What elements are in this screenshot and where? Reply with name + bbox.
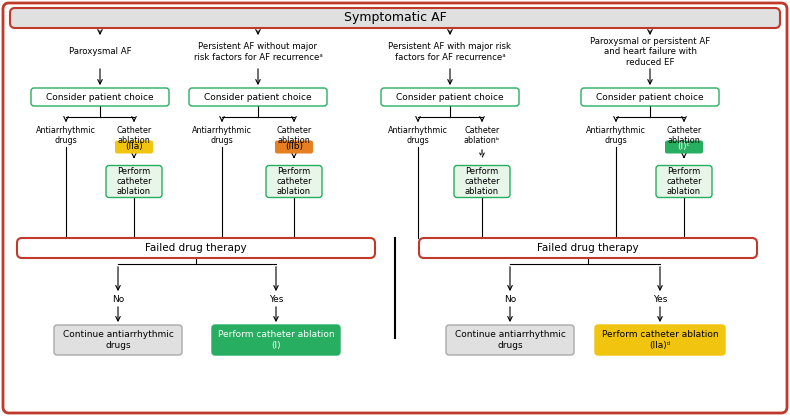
- FancyBboxPatch shape: [106, 166, 162, 198]
- Text: Failed drug therapy: Failed drug therapy: [537, 243, 639, 253]
- FancyBboxPatch shape: [17, 238, 375, 258]
- FancyBboxPatch shape: [656, 166, 712, 198]
- Text: Perform
catheter
ablation: Perform catheter ablation: [465, 166, 500, 196]
- Text: Consider patient choice: Consider patient choice: [397, 92, 504, 102]
- Text: Yes: Yes: [653, 295, 668, 304]
- FancyBboxPatch shape: [189, 88, 327, 106]
- Text: No: No: [112, 295, 124, 304]
- FancyBboxPatch shape: [212, 325, 340, 355]
- Text: Persistent AF with major risk
factors for AF recurrenceᵃ: Persistent AF with major risk factors fo…: [389, 42, 511, 62]
- FancyBboxPatch shape: [419, 238, 757, 258]
- Text: Antiarrhythmic
drugs: Antiarrhythmic drugs: [388, 126, 448, 146]
- Text: Antiarrhythmic
drugs: Antiarrhythmic drugs: [192, 126, 252, 146]
- Text: Catheter
ablationᵇ: Catheter ablationᵇ: [464, 126, 500, 146]
- FancyBboxPatch shape: [275, 141, 313, 154]
- Text: Perform
catheter
ablation: Perform catheter ablation: [116, 166, 152, 196]
- Text: Paroxysmal AF: Paroxysmal AF: [69, 47, 131, 57]
- Text: Continue antiarrhythmic
drugs: Continue antiarrhythmic drugs: [454, 330, 566, 350]
- FancyBboxPatch shape: [10, 8, 780, 28]
- Text: Paroxysmal or persistent AF
and heart failure with
reduced EF: Paroxysmal or persistent AF and heart fa…: [590, 37, 710, 67]
- Text: Catheter
ablation: Catheter ablation: [116, 126, 152, 146]
- FancyBboxPatch shape: [595, 325, 725, 355]
- Text: Consider patient choice: Consider patient choice: [596, 92, 704, 102]
- Text: Perform
catheter
ablation: Perform catheter ablation: [666, 166, 702, 196]
- Text: Consider patient choice: Consider patient choice: [204, 92, 312, 102]
- Text: Antiarrhythmic
drugs: Antiarrhythmic drugs: [586, 126, 646, 146]
- Text: Continue antiarrhythmic
drugs: Continue antiarrhythmic drugs: [62, 330, 174, 350]
- FancyBboxPatch shape: [446, 325, 574, 355]
- FancyBboxPatch shape: [381, 88, 519, 106]
- Text: (IIb): (IIb): [285, 143, 303, 151]
- Text: (I)ᶜ: (I)ᶜ: [678, 143, 690, 151]
- Text: Antiarrhythmic
drugs: Antiarrhythmic drugs: [36, 126, 96, 146]
- FancyBboxPatch shape: [266, 166, 322, 198]
- Text: No: No: [504, 295, 516, 304]
- Text: Catheter
ablation: Catheter ablation: [667, 126, 702, 146]
- Text: Persistent AF without major
risk factors for AF recurrenceᵃ: Persistent AF without major risk factors…: [194, 42, 322, 62]
- FancyBboxPatch shape: [454, 166, 510, 198]
- Text: Consider patient choice: Consider patient choice: [46, 92, 154, 102]
- Text: Perform catheter ablation
(I): Perform catheter ablation (I): [218, 330, 334, 350]
- Text: Failed drug therapy: Failed drug therapy: [145, 243, 246, 253]
- FancyBboxPatch shape: [54, 325, 182, 355]
- Text: Perform
catheter
ablation: Perform catheter ablation: [276, 166, 312, 196]
- FancyBboxPatch shape: [3, 3, 787, 413]
- Text: Yes: Yes: [269, 295, 283, 304]
- FancyBboxPatch shape: [115, 141, 153, 154]
- FancyBboxPatch shape: [665, 141, 703, 154]
- Text: Symptomatic AF: Symptomatic AF: [344, 12, 446, 25]
- Text: (IIa): (IIa): [125, 143, 143, 151]
- FancyBboxPatch shape: [581, 88, 719, 106]
- Text: Catheter
ablation: Catheter ablation: [276, 126, 311, 146]
- Text: Perform catheter ablation
(IIa)ᵈ: Perform catheter ablation (IIa)ᵈ: [602, 330, 718, 350]
- FancyBboxPatch shape: [31, 88, 169, 106]
